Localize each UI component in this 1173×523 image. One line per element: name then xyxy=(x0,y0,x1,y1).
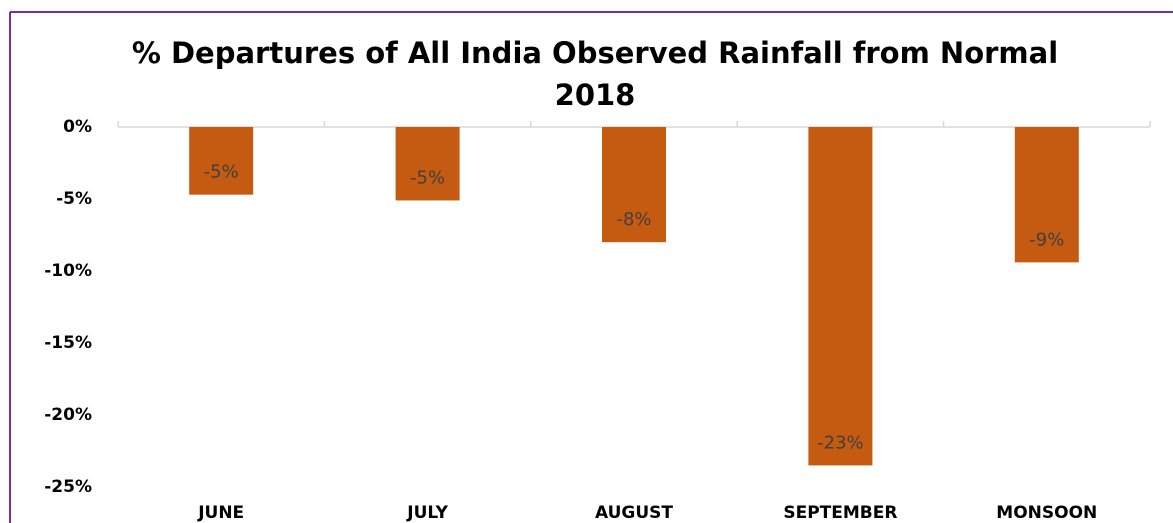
y-tick-label: -15% xyxy=(44,333,92,353)
chart-title: % Departures of All India Observed Rainf… xyxy=(131,36,1059,112)
data-label: -9% xyxy=(1029,229,1064,250)
bar xyxy=(808,127,873,466)
data-label: -23% xyxy=(817,432,864,453)
x-tick-label: SEPTEMBER xyxy=(783,503,897,523)
x-tick-label: JULY xyxy=(406,503,448,523)
y-tick-label: -10% xyxy=(44,261,92,281)
y-tick-label: 0% xyxy=(63,117,92,137)
x-tick-label: JUNE xyxy=(197,503,244,523)
y-tick-label: -20% xyxy=(44,405,92,425)
data-label: -5% xyxy=(204,162,239,183)
y-tick-label: -25% xyxy=(44,477,92,497)
bar xyxy=(1014,127,1079,263)
bar xyxy=(395,127,460,201)
bar xyxy=(602,127,666,243)
y-tick-label: -5% xyxy=(56,189,92,209)
data-label: -5% xyxy=(410,167,445,188)
x-tick-label: AUGUST xyxy=(595,503,673,523)
data-label: -8% xyxy=(616,209,651,230)
x-tick-label: MONSOON xyxy=(996,503,1097,523)
bar xyxy=(189,127,254,195)
